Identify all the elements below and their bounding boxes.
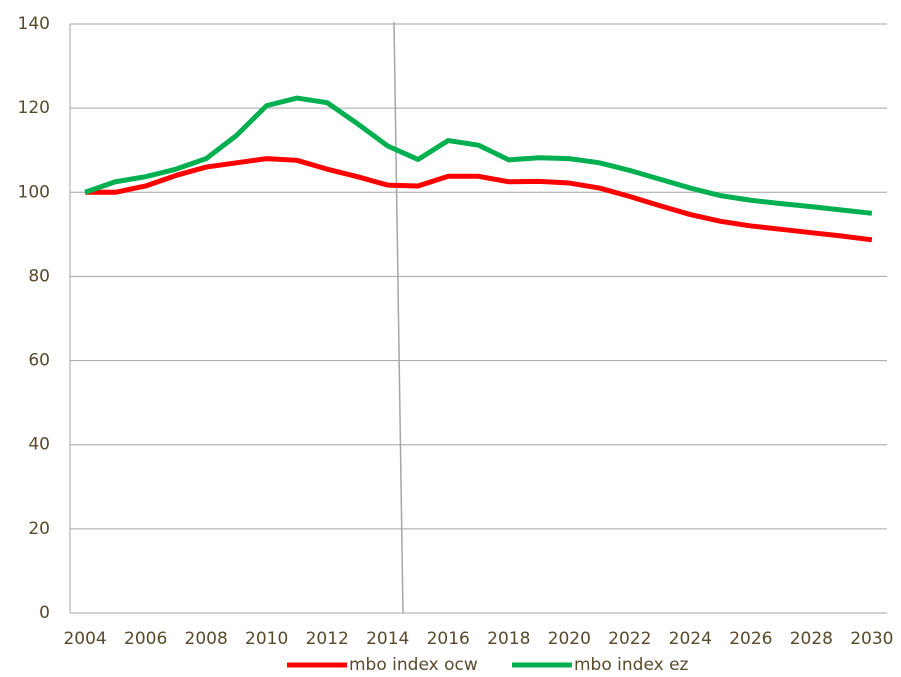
y-tick-label: 80 [28,266,50,286]
x-tick-label: 2024 [669,629,712,649]
x-tick-label: 2020 [548,629,591,649]
x-tick-label: 2018 [487,629,530,649]
y-tick-label: 40 [28,435,50,455]
x-tick-label: 2030 [850,629,893,649]
x-tick-label: 2014 [366,629,409,649]
y-tick-label: 140 [18,14,50,34]
line-series [84,95,873,216]
x-tick-label: 2004 [63,629,106,649]
y-tick-label: 100 [18,182,50,202]
x-tick-label: 2028 [790,629,833,649]
y-tick-label: 0 [39,603,50,623]
x-tick-label: 2012 [306,629,349,649]
x-tick-label: 2010 [245,629,288,649]
line-series [85,156,873,243]
legend-label: mbo index ocw [349,655,478,675]
x-tick-label: 2026 [729,629,772,649]
y-tick-label: 20 [28,519,50,539]
y-tick-label: 120 [18,98,50,118]
x-tick-label: 2022 [608,629,651,649]
x-tick-label: 2006 [124,629,167,649]
marker-line [393,21,404,614]
legend-label: mbo index ez [574,655,689,675]
x-tick-label: 2008 [185,629,228,649]
y-tick-label: 60 [28,351,50,371]
x-tick-label: 2016 [427,629,470,649]
